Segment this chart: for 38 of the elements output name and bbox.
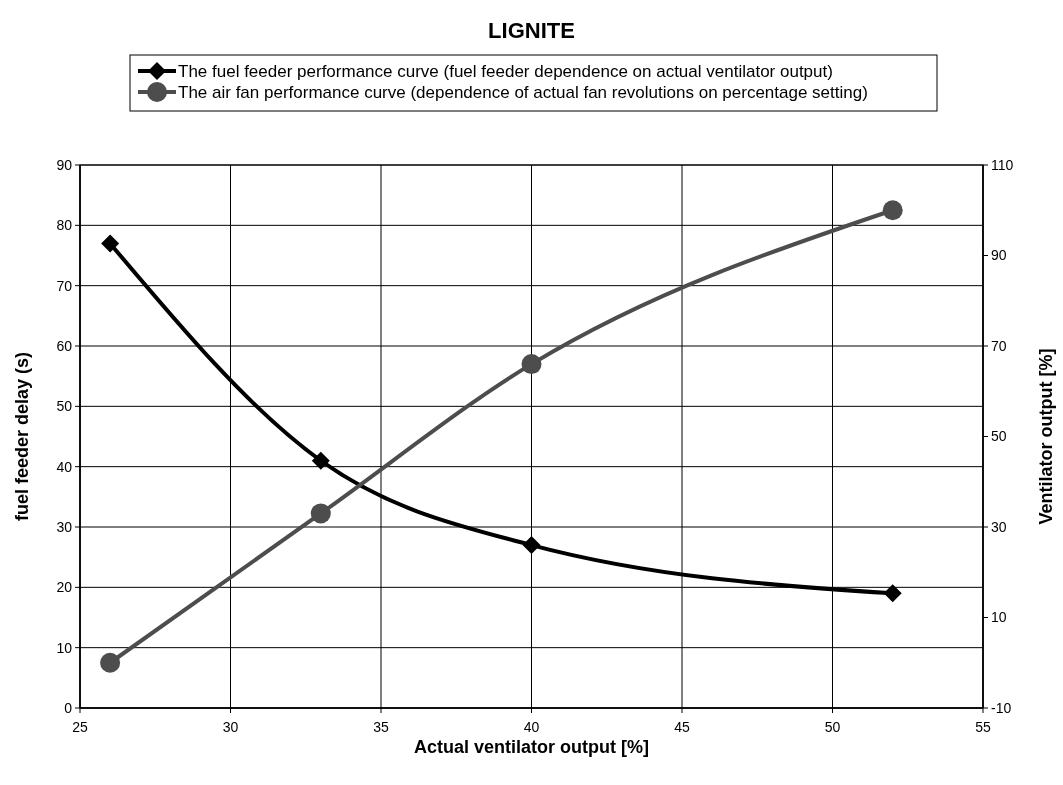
- y2-tick-label: 90: [991, 247, 1007, 264]
- y2-tick-label: -10: [991, 699, 1012, 716]
- y2-tick-label: 110: [991, 156, 1014, 173]
- y-tick-label: 80: [56, 217, 73, 234]
- y-axis-title: fuel feeder delay (s): [12, 351, 32, 522]
- y2-tick-label: 30: [991, 518, 1007, 535]
- x-tick-label: 25: [72, 719, 88, 735]
- x-axis-title: Actual ventilator output [%]: [414, 737, 649, 757]
- y-tick-label: 90: [56, 156, 73, 173]
- point: [310, 503, 331, 524]
- y-tick-label: 60: [56, 337, 73, 354]
- point: [521, 354, 542, 375]
- point: [522, 536, 541, 555]
- y-tick-label: 10: [56, 639, 73, 656]
- point: [100, 652, 121, 673]
- y2-tick-label: 10: [991, 609, 1007, 626]
- y-tick-label: 40: [56, 458, 73, 475]
- y2-axis-title: Ventilator output [%]: [1036, 348, 1056, 525]
- x-tick-label: 55: [975, 719, 991, 735]
- y-tick-label: 30: [56, 518, 73, 535]
- y2-tick-label: 70: [991, 337, 1007, 354]
- legend-label: The fuel feeder performance curve (fuel feeder dependence on actual ventilator output): [178, 61, 833, 81]
- y-tick-label: 50: [56, 398, 73, 415]
- y2-tick-label: 50: [991, 428, 1007, 445]
- y-tick-label: 70: [56, 277, 73, 294]
- y-tick-label: 20: [56, 579, 73, 596]
- x-tick-label: 35: [373, 719, 389, 735]
- point: [311, 451, 330, 470]
- legend-label: The air fan performance curve (dependence of actual fan revolutions on percentage setting): [178, 82, 868, 102]
- chart-title: LIGNITE: [488, 18, 575, 43]
- point: [882, 200, 903, 221]
- x-tick-label: 30: [222, 719, 239, 735]
- point: [101, 234, 120, 253]
- x-tick-label: 40: [523, 719, 540, 735]
- y-tick-label: 0: [64, 699, 73, 716]
- x-tick-label: 50: [824, 719, 841, 735]
- x-tick-label: 45: [674, 719, 690, 735]
- point: [883, 584, 902, 603]
